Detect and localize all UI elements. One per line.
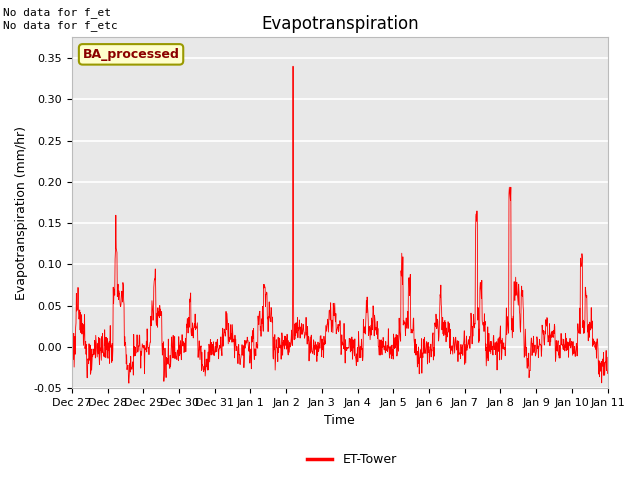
Legend: ET-Tower: ET-Tower: [302, 448, 402, 471]
Text: No data for f_et
No data for f_etc: No data for f_et No data for f_etc: [3, 7, 118, 31]
Title: Evapotranspiration: Evapotranspiration: [261, 15, 419, 33]
Y-axis label: Evapotranspiration (mm/hr): Evapotranspiration (mm/hr): [15, 126, 28, 300]
Text: BA_processed: BA_processed: [83, 48, 179, 61]
X-axis label: Time: Time: [324, 414, 355, 427]
